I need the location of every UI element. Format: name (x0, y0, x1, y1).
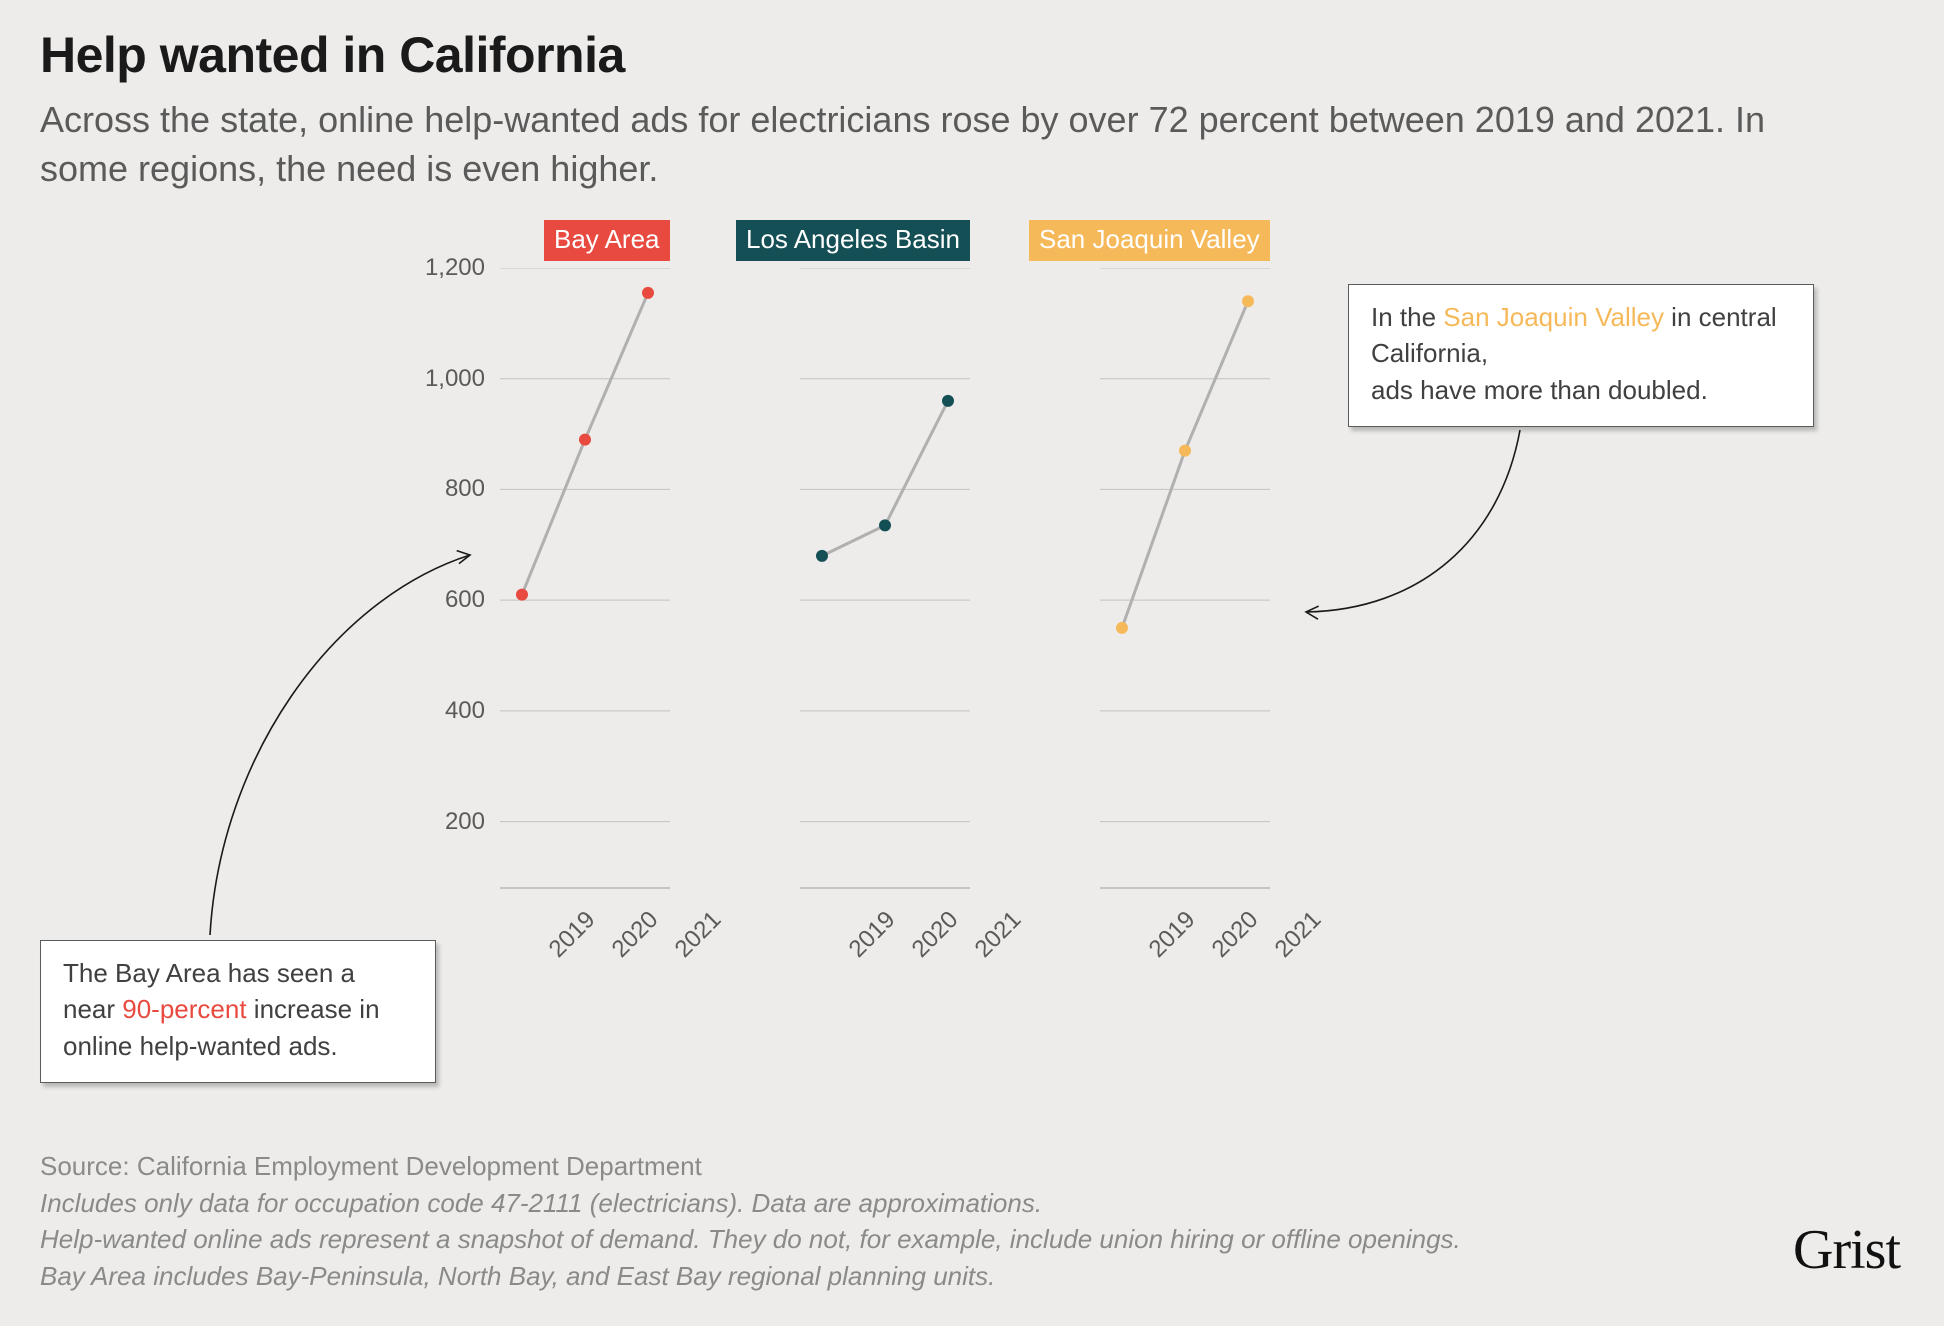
x-tick-label: 2020 (907, 906, 965, 964)
callout-bay-area: The Bay Area has seen a near 90-percent … (40, 940, 436, 1083)
callout-san-joaquin: In the San Joaquin Valley in central Cal… (1348, 284, 1814, 427)
source-notes: Source: California Employment Developmen… (40, 1148, 1461, 1294)
chart-subtitle: Across the state, online help-wanted ads… (40, 96, 1790, 193)
panel-label-san-joaquin-valley: San Joaquin Valley (1029, 220, 1270, 261)
callout-text: ads have more than doubled. (1371, 375, 1708, 405)
x-tick-label: 2021 (970, 906, 1028, 964)
x-tick-label: 2021 (670, 906, 728, 964)
footnote: Help-wanted online ads represent a snaps… (40, 1221, 1461, 1257)
x-tick-label: 2019 (544, 906, 602, 964)
panel-san-joaquin-valley (1100, 268, 1270, 890)
callout-highlight: San Joaquin Valley (1443, 302, 1664, 332)
callout-text: In the (1371, 302, 1443, 332)
x-tick-label: 2019 (844, 906, 902, 964)
x-tick-label: 2020 (607, 906, 665, 964)
y-tick-label: 800 (395, 475, 485, 503)
source-line: Source: California Employment Developmen… (40, 1148, 1461, 1184)
y-tick-label: 1,200 (395, 254, 485, 282)
x-tick-label: 2020 (1207, 906, 1265, 964)
infographic-canvas: Help wanted in California Across the sta… (0, 0, 1944, 1326)
footnote: Includes only data for occupation code 4… (40, 1185, 1461, 1221)
x-tick-label: 2019 (1144, 906, 1202, 964)
y-tick-label: 600 (395, 586, 485, 614)
callout-highlight: 90-percent (122, 994, 246, 1024)
y-tick-label: 1,000 (395, 365, 485, 393)
panel-label-los-angeles-basin: Los Angeles Basin (736, 220, 970, 261)
footnote: Bay Area includes Bay-Peninsula, North B… (40, 1258, 1461, 1294)
panel-label-bay-area: Bay Area (544, 220, 670, 261)
x-tick-label: 2021 (1270, 906, 1328, 964)
y-tick-label: 400 (395, 697, 485, 725)
chart-title: Help wanted in California (40, 26, 625, 84)
annotation-arrows (0, 0, 1944, 1326)
panel-los-angeles-basin (800, 268, 970, 890)
grist-logo: Grist (1793, 1218, 1900, 1282)
y-tick-label: 200 (395, 808, 485, 836)
panel-bay-area (500, 268, 670, 890)
